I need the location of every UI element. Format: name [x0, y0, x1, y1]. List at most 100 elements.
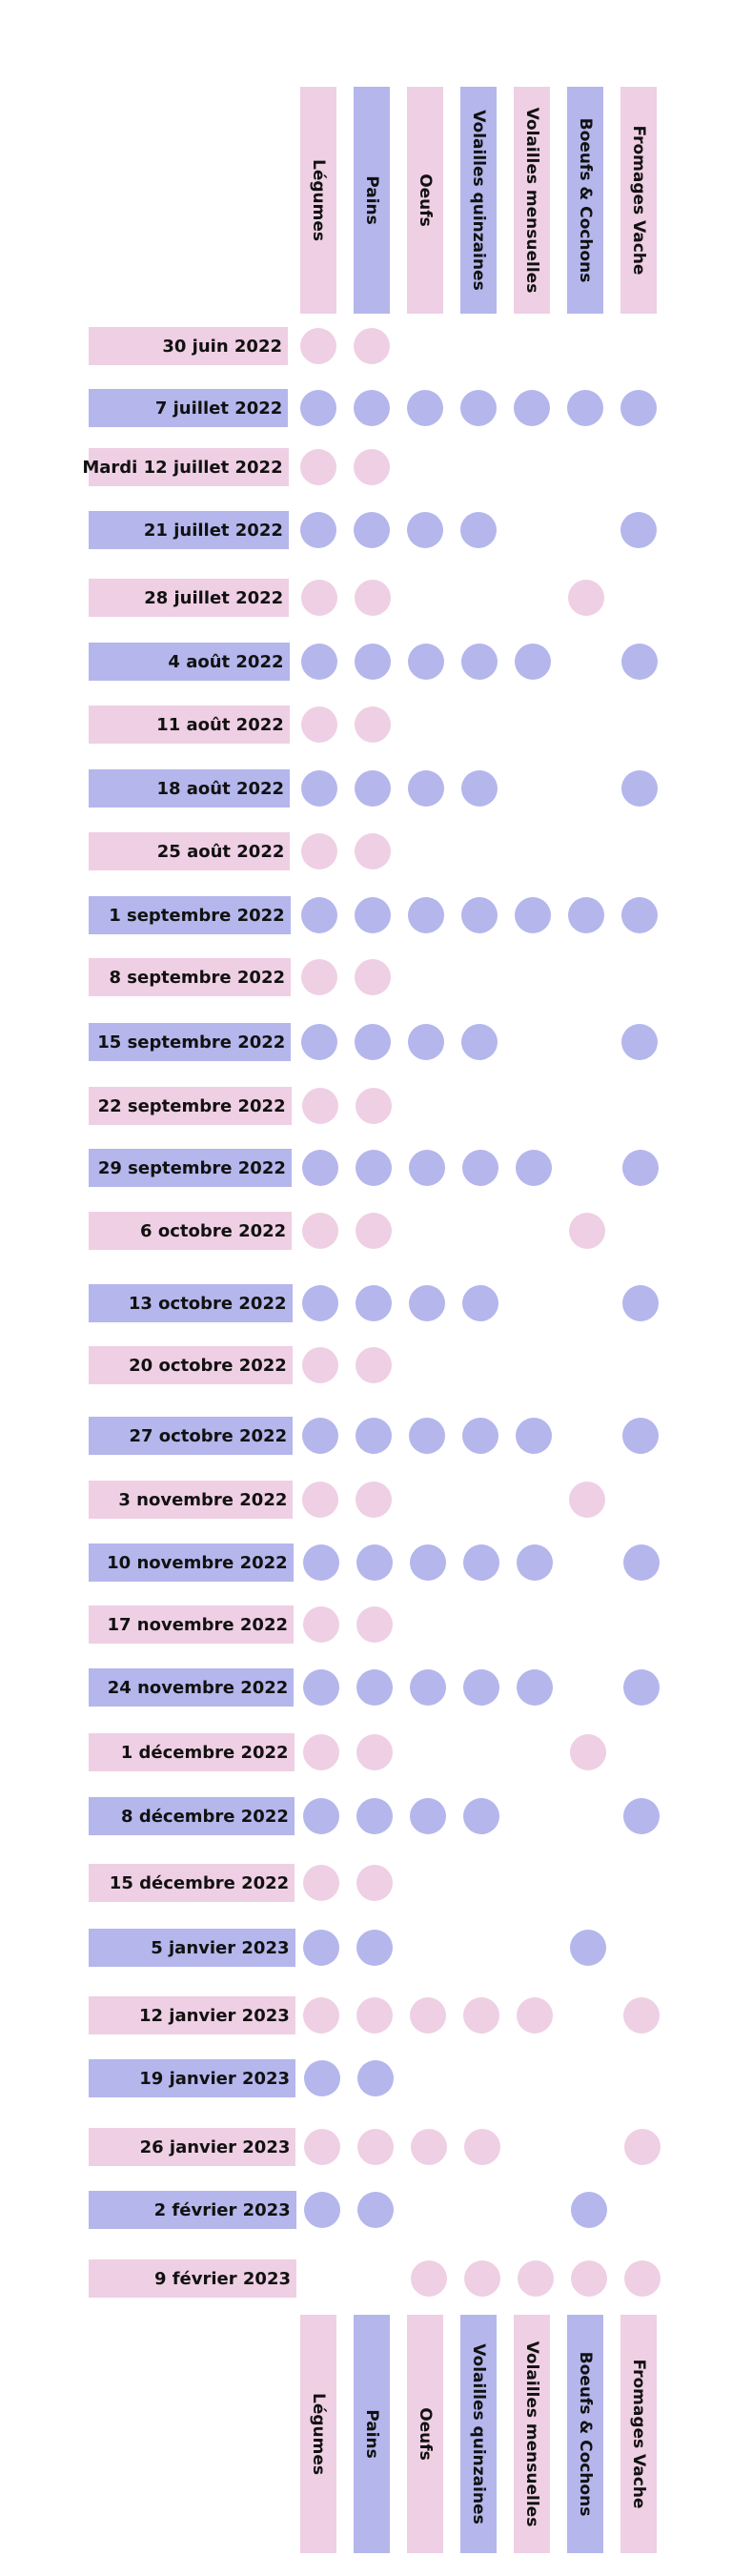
row-date-label: 21 juillet 2022	[89, 511, 289, 549]
delivery-dot-volailles_q	[461, 1150, 498, 1186]
delivery-dot-boeufs	[567, 390, 604, 426]
row-date-label: 1 septembre 2022	[89, 896, 291, 934]
delivery-dot-pains	[356, 2129, 394, 2165]
delivery-dot-legumes	[300, 706, 337, 743]
delivery-dot-fromages	[623, 2129, 661, 2165]
delivery-dot-legumes	[303, 2060, 340, 2096]
delivery-dot-pains	[355, 897, 392, 933]
delivery-dot-oeufs	[408, 897, 445, 933]
delivery-dot-volailles_q	[461, 897, 498, 933]
delivery-dot-pains	[355, 1150, 392, 1186]
row-date-label: 20 octobre 2022	[89, 1346, 293, 1384]
delivery-dot-legumes	[303, 2192, 340, 2228]
row-date-label: 4 août 2022	[89, 643, 290, 681]
column-footer-oeufs: Oeufs	[407, 2315, 443, 2553]
delivery-dot-boeufs	[567, 580, 604, 616]
row-date-label: 24 novembre 2022	[89, 1668, 295, 1707]
row-date-label: 11 août 2022	[89, 705, 290, 744]
column-header-fromages: Fromages Vache	[620, 87, 657, 314]
delivery-dot-legumes	[302, 1606, 339, 1643]
column-header-volailles_m: Volailles mensuelles	[514, 87, 550, 314]
delivery-dot-pains	[356, 1418, 393, 1454]
column-footer-boeufs: Boeufs & Cochons	[567, 2315, 603, 2553]
delivery-dot-legumes	[302, 1669, 339, 1706]
column-header-volailles_q: Volailles quinzaines	[460, 87, 497, 314]
delivery-dot-pains	[356, 1347, 393, 1383]
delivery-dot-legumes	[302, 1347, 339, 1383]
row-date-label: 26 janvier 2023	[89, 2128, 296, 2166]
delivery-dot-volailles_q	[463, 1798, 500, 1834]
delivery-dot-volailles_m	[516, 1418, 553, 1454]
delivery-dot-legumes	[301, 1213, 338, 1249]
delivery-dot-pains	[355, 1213, 392, 1249]
delivery-dot-volailles_q	[462, 1544, 499, 1581]
delivery-dot-legumes	[302, 1285, 338, 1321]
delivery-dot-pains	[355, 959, 392, 995]
column-label: Volailles quinzaines	[469, 110, 488, 291]
delivery-dot-fromages	[624, 2260, 661, 2297]
delivery-dot-pains	[356, 1544, 393, 1581]
column-label: Boeufs & Cochons	[576, 2351, 595, 2517]
column-footer-volailles_m: Volailles mensuelles	[514, 2315, 550, 2553]
row-date-label: 27 octobre 2022	[89, 1417, 294, 1455]
delivery-dot-pains	[356, 1997, 394, 2034]
column-label: Légumes	[309, 2393, 328, 2475]
row-date-label: 8 septembre 2022	[89, 958, 291, 996]
column-label: Oeufs	[416, 2407, 435, 2461]
delivery-dot-fromages	[620, 644, 658, 680]
delivery-dot-pains	[354, 449, 391, 485]
column-header-boeufs: Boeufs & Cochons	[567, 87, 603, 314]
delivery-dot-volailles_m	[514, 390, 551, 426]
delivery-dot-fromages	[621, 897, 659, 933]
row-date-label: 8 décembre 2022	[89, 1797, 295, 1835]
delivery-dot-oeufs	[407, 512, 444, 548]
delivery-dot-pains	[354, 512, 391, 548]
delivery-dot-volailles_m	[515, 1150, 552, 1186]
delivery-dot-legumes	[301, 1088, 338, 1124]
delivery-dot-volailles_q	[460, 644, 498, 680]
delivery-dot-oeufs	[408, 1024, 445, 1060]
delivery-dot-volailles_q	[460, 770, 498, 807]
delivery-dot-legumes	[302, 1734, 339, 1770]
delivery-dot-pains	[354, 328, 390, 364]
delivery-dot-oeufs	[409, 1285, 445, 1321]
delivery-dot-oeufs	[410, 2129, 447, 2165]
delivery-dot-volailles_m	[514, 644, 551, 680]
delivery-dot-pains	[354, 390, 391, 426]
delivery-dot-legumes	[300, 328, 336, 364]
delivery-dot-oeufs	[410, 1798, 447, 1834]
delivery-dot-volailles_m	[516, 1669, 553, 1706]
delivery-dot-oeufs	[407, 644, 444, 680]
delivery-dot-fromages	[621, 1150, 659, 1186]
column-label: Volailles mensuelles	[522, 107, 541, 294]
delivery-dot-legumes	[300, 449, 337, 485]
delivery-dot-fromages	[623, 1997, 661, 2034]
delivery-dot-oeufs	[410, 1997, 447, 2034]
delivery-dot-pains	[356, 2192, 394, 2228]
delivery-dot-oeufs	[408, 1150, 445, 1186]
delivery-dot-boeufs	[570, 1930, 607, 1966]
delivery-dot-legumes	[303, 1798, 340, 1834]
delivery-dot-oeufs	[409, 1544, 446, 1581]
delivery-dot-volailles_q	[462, 1669, 499, 1706]
row-date-label: 18 août 2022	[89, 769, 291, 808]
delivery-dot-volailles_q	[462, 1285, 498, 1321]
delivery-dot-pains	[356, 1482, 393, 1518]
delivery-dot-legumes	[300, 390, 337, 426]
delivery-dot-pains	[356, 1606, 393, 1643]
delivery-dot-pains	[355, 833, 392, 869]
column-label: Volailles mensuelles	[522, 2341, 541, 2527]
column-label: Légumes	[309, 159, 328, 241]
row-date-label: 15 septembre 2022	[89, 1023, 292, 1061]
delivery-dot-legumes	[303, 1997, 340, 2034]
row-date-label: 13 octobre 2022	[89, 1284, 293, 1322]
delivery-dot-fromages	[620, 770, 658, 807]
delivery-dot-volailles_q	[460, 512, 498, 548]
delivery-dot-legumes	[303, 1930, 340, 1966]
column-label: Pains	[362, 175, 381, 225]
delivery-dot-legumes	[301, 1150, 338, 1186]
row-date-label: 6 octobre 2022	[89, 1212, 293, 1250]
column-label: Pains	[362, 2409, 381, 2459]
delivery-dot-oeufs	[409, 1418, 446, 1454]
row-date-label: 28 juillet 2022	[89, 579, 290, 617]
